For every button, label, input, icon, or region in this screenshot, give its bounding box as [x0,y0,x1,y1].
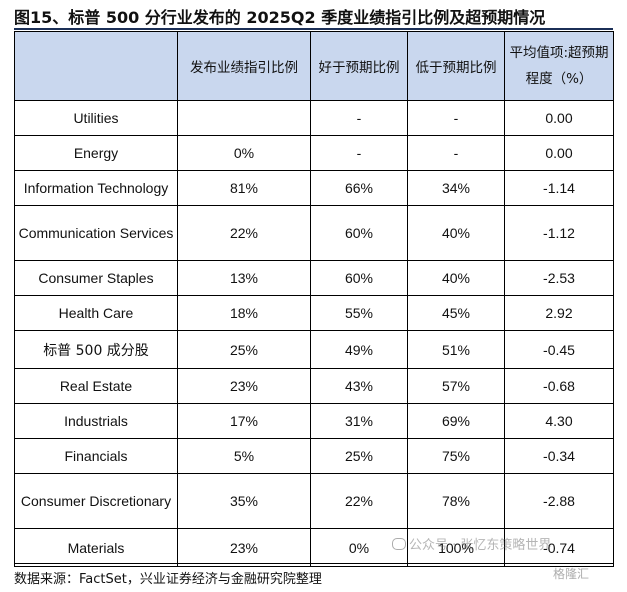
cell-avg-surprise: 4.30 [504,403,614,439]
cell-sector: Consumer Discretionary [14,473,178,529]
cell-better-ratio: 66% [310,170,408,206]
cell-sector: Industrials [14,403,178,439]
cell-sector: Health Care [14,295,178,331]
source-note: 数据来源：FactSet，兴业证券经济与金融研究院整理 [14,572,322,587]
table-row: Financials 5% 25% 75% -0.34 [14,438,614,474]
cell-guidance-ratio: 35% [177,473,311,529]
table-row: Information Technology 81% 66% 34% -1.14 [14,170,614,206]
source-divider [14,563,613,564]
table-row: Real Estate 23% 43% 57% -0.68 [14,368,614,404]
cell-guidance-ratio: 18% [177,295,311,331]
cell-guidance-ratio: 0% [177,135,311,171]
cell-worse-ratio: 57% [407,368,505,404]
cell-guidance-ratio: 23% [177,368,311,404]
cell-sector: 标普 500 成分股 [14,330,178,369]
cell-sector: Consumer Staples [14,260,178,296]
cell-worse-ratio: 34% [407,170,505,206]
cell-avg-surprise: -2.88 [504,473,614,529]
table-row: Materials 23% 0% 100% -0.74 [14,528,614,567]
guidance-table: 发布业绩指引比例 好于预期比例 低于预期比例 平均值项:超预期程度（%） Uti… [14,31,614,567]
cell-worse-ratio: 69% [407,403,505,439]
table-row: Energy 0% - -0.00 [14,135,614,171]
logo-watermark: 格隆汇 [553,567,590,581]
cell-avg-surprise: -0.74 [504,528,614,567]
cell-avg-surprise: -1.12 [504,205,614,261]
wechat-icon [392,538,406,550]
cell-worse-ratio: 40% [407,205,505,261]
cell-better-ratio: 60% [310,205,408,261]
cell-better-ratio: - [310,135,408,171]
cell-better-ratio: 49% [310,330,408,369]
header-guidance-ratio: 发布业绩指引比例 [177,31,311,101]
cell-guidance-ratio: 5% [177,438,311,474]
cell-avg-surprise: -0.68 [504,368,614,404]
cell-avg-surprise: -1.14 [504,170,614,206]
cell-sector: Materials [14,528,178,567]
cell-guidance-ratio [177,100,311,136]
cell-sector: Utilities [14,100,178,136]
cell-sector: Financials [14,438,178,474]
table-row: 标普 500 成分股 25% 49% 51% -0.45 [14,330,614,369]
cell-guidance-ratio: 22% [177,205,311,261]
figure-title: 图15、标普 500 分行业发布的 2025Q2 季度业绩指引比例及超预期情况 [14,8,546,27]
table-row: Communication Services 22% 60% 40% -1.12 [14,205,614,261]
cell-guidance-ratio: 17% [177,403,311,439]
cell-better-ratio: 25% [310,438,408,474]
cell-avg-surprise: -0.45 [504,330,614,369]
cell-guidance-ratio: 81% [177,170,311,206]
cell-worse-ratio: 75% [407,438,505,474]
watermark: 公众号 · 张忆东策略世界 [392,534,551,553]
header-sector [14,31,178,101]
cell-worse-ratio: - [407,100,505,136]
cell-better-ratio: 22% [310,473,408,529]
cell-avg-surprise: 0.00 [504,135,614,171]
cell-better-ratio: 43% [310,368,408,404]
header-worse-ratio: 低于预期比例 [407,31,505,101]
title-divider [14,28,613,30]
header-avg-surprise: 平均值项:超预期程度（%） [504,31,614,101]
cell-worse-ratio: - [407,135,505,171]
cell-sector: Communication Services [14,205,178,261]
cell-sector: Information Technology [14,170,178,206]
table-row: Health Care 18% 55% 45% 2.92 [14,295,614,331]
cell-avg-surprise: 0.00 [504,100,614,136]
cell-better-ratio: - [310,100,408,136]
cell-better-ratio: 55% [310,295,408,331]
table-row: Consumer Staples 13% 60% 40% -2.53 [14,260,614,296]
cell-avg-surprise: 2.92 [504,295,614,331]
cell-guidance-ratio: 23% [177,528,311,567]
table-row: Industrials 17% 31% 69% 4.30 [14,403,614,439]
cell-guidance-ratio: 13% [177,260,311,296]
cell-avg-surprise: -0.34 [504,438,614,474]
table-row: Utilities - -0.00 [14,100,614,136]
cell-sector: Energy [14,135,178,171]
cell-worse-ratio: 51% [407,330,505,369]
table-row: Consumer Discretionary 35% 22% 78% -2.88 [14,473,614,529]
table-header-row: 发布业绩指引比例 好于预期比例 低于预期比例 平均值项:超预期程度（%） [14,31,614,101]
cell-better-ratio: 31% [310,403,408,439]
cell-guidance-ratio: 25% [177,330,311,369]
cell-better-ratio: 60% [310,260,408,296]
cell-worse-ratio: 45% [407,295,505,331]
header-better-ratio: 好于预期比例 [310,31,408,101]
cell-avg-surprise: -2.53 [504,260,614,296]
cell-worse-ratio: 100% [407,528,505,567]
cell-worse-ratio: 78% [407,473,505,529]
cell-worse-ratio: 40% [407,260,505,296]
cell-sector: Real Estate [14,368,178,404]
